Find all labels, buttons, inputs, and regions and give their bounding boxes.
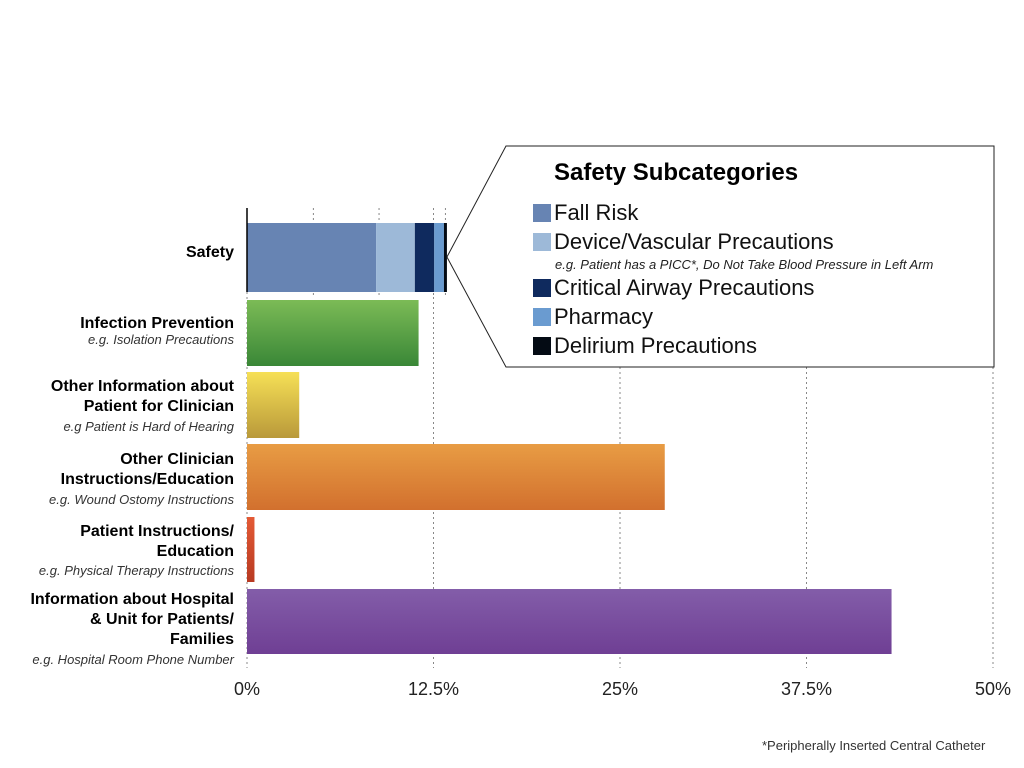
bar-segment [247, 223, 377, 292]
x-tick-label: 50% [974, 679, 1012, 699]
legend-swatch [533, 279, 551, 297]
bar-segment [414, 223, 435, 292]
callout-box [446, 145, 995, 368]
category-example: e.g. Isolation Precautions [88, 332, 234, 347]
legend-swatch [533, 204, 551, 222]
legend-item: Pharmacy [533, 305, 653, 329]
bar-segment [443, 223, 447, 292]
legend-label: Fall Risk [554, 200, 639, 225]
footnote: *Peripherally Inserted Central Catheter [762, 738, 986, 753]
bar-segment [434, 223, 444, 292]
legend-label: Pharmacy [554, 304, 654, 329]
legend-item: Fall Risk [533, 201, 638, 225]
category-label: Other Information about [50, 378, 234, 395]
legend-title: Safety Subcategories [554, 159, 799, 186]
legend-item: Delirium Precautions [533, 334, 757, 358]
category-label: Families [169, 631, 234, 648]
category-example: e.g. Wound Ostomy Instructions [49, 492, 234, 507]
category-label: Patient Instructions/ [80, 523, 234, 540]
category-label: Education [156, 543, 234, 560]
category-label: Other Clinician [120, 451, 234, 468]
x-tick-label: 12.5% [407, 679, 460, 699]
bar [247, 300, 419, 366]
bars [247, 223, 892, 654]
legend-swatch [533, 308, 551, 326]
bar [247, 444, 665, 510]
legend-label: Delirium Precautions [554, 333, 757, 358]
legend-label: Critical Airway Precautions [554, 275, 815, 300]
category-label: Infection Prevention [80, 315, 234, 332]
bar [247, 372, 300, 438]
legend-swatch [533, 337, 551, 355]
category-label: Information about Hospital [30, 591, 234, 608]
category-label: Safety [185, 244, 234, 261]
legend-label: Device/Vascular Precautions [554, 229, 834, 254]
legend-callout [446, 145, 995, 368]
bar-segment [376, 223, 415, 292]
x-tick-label: 25% [601, 679, 639, 699]
category-label: & Unit for Patients/ [89, 611, 234, 628]
legend-item: Device/Vascular Precautions [533, 230, 834, 254]
category-label: Instructions/Education [60, 471, 234, 488]
category-example: e.g Patient is Hard of Hearing [63, 419, 234, 434]
category-example: e.g. Hospital Room Phone Number [32, 652, 234, 667]
x-tick-label: 37.5% [780, 679, 833, 699]
bar [247, 517, 255, 582]
category-example: e.g. Physical Therapy Instructions [38, 563, 234, 578]
legend-note-device: e.g. Patient has a PICC*, Do Not Take Bl… [555, 257, 934, 272]
category-label: Patient for Clinician [83, 398, 234, 415]
legend-item: Critical Airway Precautions [533, 276, 814, 300]
bar [247, 589, 892, 654]
x-tick-label: 0% [233, 679, 261, 699]
legend-swatch [533, 233, 551, 251]
